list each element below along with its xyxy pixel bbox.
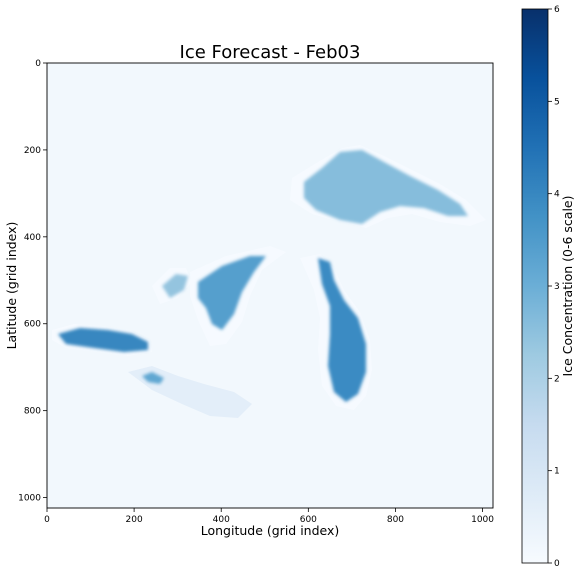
x-tick-label: 200 [126, 515, 143, 525]
colorbar-axis: 0 1 2 3 4 5 6 [548, 5, 560, 569]
colorbar-tick-label: 6 [554, 5, 560, 15]
y-tick-label: 0 [35, 59, 41, 69]
plot-frame [46, 62, 494, 509]
plot-area [46, 62, 494, 509]
chart-title: Ice Forecast - Feb03 [180, 42, 361, 63]
lake-superior [304, 150, 468, 224]
ice-background [47, 63, 493, 508]
lake-st-clair [142, 372, 164, 384]
colorbar-tick-label: 1 [554, 467, 560, 477]
x-tick-label: 600 [300, 515, 317, 525]
lake-erie [58, 328, 148, 352]
x-tick-label: 400 [213, 515, 230, 525]
colorbar-tick-label: 4 [554, 190, 560, 200]
y-axis: 0 200 400 600 800 1000 [18, 59, 47, 504]
colorbar-tick-label: 3 [554, 282, 560, 292]
colorbar-tick-label: 2 [554, 374, 560, 384]
x-tick-label: 1000 [471, 515, 494, 525]
y-tick-label: 1000 [18, 494, 41, 504]
colorbar-tick-label: 0 [554, 559, 560, 569]
lake-huron-west [198, 256, 266, 330]
colorbar: 0 1 2 3 4 5 6 Ice Concentration (0-6 scale) [521, 5, 575, 569]
colorbar-tick-label: 5 [554, 97, 560, 107]
x-tick-label: 800 [387, 515, 404, 525]
colorbar-gradient [521, 8, 549, 564]
georgian-bay [162, 274, 188, 298]
x-axis: 0 200 400 600 800 1000 [44, 508, 494, 525]
y-tick-label: 600 [24, 320, 41, 330]
y-axis-label: Latitude (grid index) [4, 222, 19, 350]
lake-michigan [318, 258, 366, 402]
colorbar-label: Ice Concentration (0-6 scale) [560, 196, 575, 377]
y-tick-label: 400 [24, 233, 41, 243]
x-axis-label: Longitude (grid index) [201, 523, 340, 538]
ice-map [52, 145, 486, 418]
y-tick-label: 200 [24, 146, 41, 156]
y-tick-label: 800 [24, 407, 41, 417]
x-tick-label: 0 [44, 515, 50, 525]
